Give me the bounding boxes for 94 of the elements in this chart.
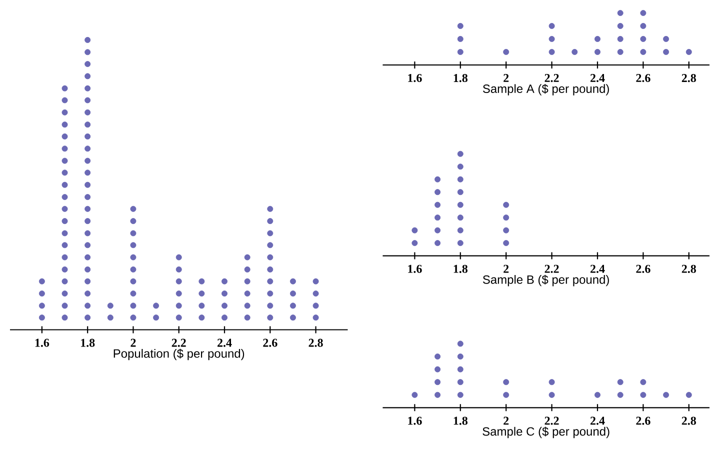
point xyxy=(663,392,670,398)
x-tick-label: 2 xyxy=(504,74,509,82)
x-tick-label: 2.2 xyxy=(544,416,559,425)
x-tick-label: 1.8 xyxy=(81,338,95,348)
point xyxy=(503,202,510,208)
point xyxy=(457,227,464,234)
x-tick-label: 2.6 xyxy=(263,338,278,348)
point xyxy=(617,23,624,30)
point xyxy=(457,49,464,56)
point xyxy=(548,379,555,386)
point xyxy=(457,176,464,183)
x-tick-label: 1.8 xyxy=(454,74,468,82)
point xyxy=(503,240,510,246)
point xyxy=(548,36,555,42)
x-tick-label: 2.4 xyxy=(590,416,605,425)
x-tick-label: 2.6 xyxy=(636,416,650,425)
point xyxy=(594,49,600,56)
point xyxy=(594,36,600,42)
point xyxy=(457,240,464,246)
x-axis-title: Sample C ($ per pound) xyxy=(482,426,610,438)
point xyxy=(457,164,464,170)
point xyxy=(434,202,441,208)
point xyxy=(457,379,464,386)
point xyxy=(412,227,418,234)
point xyxy=(617,379,624,386)
x-tick-label: 2.2 xyxy=(172,338,186,348)
x-axis-title: Sample B ($ per pound) xyxy=(482,275,609,286)
point xyxy=(640,36,646,42)
point xyxy=(617,10,624,16)
point xyxy=(617,36,624,42)
point xyxy=(434,354,441,360)
x-tick-label: 2.4 xyxy=(218,338,232,348)
x-tick-label: 2.4 xyxy=(590,264,605,274)
point xyxy=(457,151,464,158)
x-tick-label: 1.8 xyxy=(454,416,468,426)
x-tick-label: 2 xyxy=(504,264,509,273)
point xyxy=(457,366,464,372)
x-tick-label: 2.2 xyxy=(544,264,559,274)
x-tick-label: 2 xyxy=(504,416,509,425)
x-tick-label: 2.8 xyxy=(682,74,696,82)
point xyxy=(434,366,441,372)
point xyxy=(434,379,441,386)
point xyxy=(503,49,510,56)
point xyxy=(457,214,464,221)
x-tick-label: 2 xyxy=(130,338,136,347)
x-tick-label: 2.8 xyxy=(682,264,696,274)
point xyxy=(434,392,441,398)
x-tick-label: 2.2 xyxy=(544,74,559,82)
point xyxy=(503,214,510,221)
point xyxy=(663,36,670,42)
x-tick-label: 2.8 xyxy=(308,338,323,348)
point xyxy=(434,189,441,196)
point xyxy=(548,23,555,30)
point xyxy=(617,49,624,56)
x-axis-title: Population ($ per pound) xyxy=(114,348,244,360)
point xyxy=(457,36,464,42)
x-tick-label: 1.6 xyxy=(35,338,50,348)
point xyxy=(572,49,578,56)
point xyxy=(503,392,510,398)
point xyxy=(434,240,441,246)
point xyxy=(457,23,464,30)
point xyxy=(640,10,646,16)
point xyxy=(640,49,646,56)
point xyxy=(457,392,464,398)
point xyxy=(663,49,670,56)
point xyxy=(686,392,692,398)
point xyxy=(457,354,464,360)
point xyxy=(548,49,555,56)
x-tick-label: 1.6 xyxy=(408,416,422,425)
point xyxy=(594,392,600,398)
point xyxy=(548,392,555,398)
point xyxy=(434,176,441,183)
point xyxy=(412,392,418,398)
point xyxy=(434,227,441,234)
point xyxy=(640,379,646,386)
point xyxy=(457,340,464,347)
x-tick-label: 2.4 xyxy=(590,74,605,82)
x-axis-title: Sample A ($ per pound) xyxy=(482,84,609,96)
x-tick-label: 2.6 xyxy=(636,264,650,274)
point xyxy=(503,379,510,386)
point xyxy=(640,392,646,398)
x-tick-label: 1.6 xyxy=(408,74,422,82)
point xyxy=(640,23,646,30)
x-tick-label: 2.6 xyxy=(636,74,650,82)
point xyxy=(503,227,510,234)
x-tick-label: 2.8 xyxy=(682,416,696,426)
point xyxy=(457,202,464,208)
point xyxy=(617,392,624,398)
x-tick-label: 1.8 xyxy=(454,264,468,274)
point xyxy=(686,49,692,56)
point xyxy=(434,214,441,221)
point xyxy=(412,240,418,246)
x-tick-label: 1.6 xyxy=(408,264,422,274)
point xyxy=(457,189,464,196)
